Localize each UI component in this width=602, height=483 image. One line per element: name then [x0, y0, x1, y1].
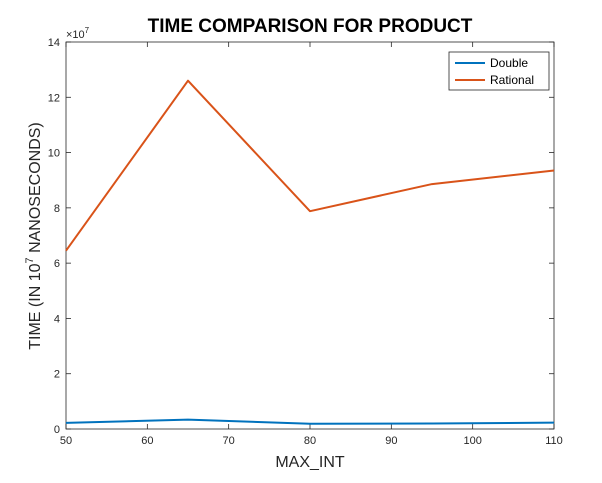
- x-tick-label: 80: [304, 435, 316, 447]
- series-line-double: [65, 418, 555, 425]
- x-tick-label: 70: [223, 435, 235, 447]
- plot-border: [65, 41, 555, 430]
- y-tick-label: 14: [48, 37, 60, 49]
- x-axis-label: MAX_INT: [275, 454, 345, 471]
- x-tick-label: 110: [545, 435, 563, 447]
- y-tick-label: 12: [48, 92, 60, 104]
- y-axis: 0 2 4 6 8 10 12 14: [48, 37, 554, 436]
- x-tick-label: 100: [463, 435, 481, 447]
- y-multiplier: ×107: [66, 26, 90, 41]
- chart-title: TIME COMPARISON FOR PRODUCT: [148, 16, 473, 37]
- x-tick-label: 60: [141, 435, 153, 447]
- legend-box: [448, 51, 550, 91]
- legend-label-double: Double: [490, 56, 528, 70]
- y-tick-label: 2: [54, 369, 60, 381]
- plot-frame: [65, 41, 555, 430]
- y-axis-label: TIME (IN 107 NANOSECONDS): [24, 122, 44, 349]
- y-tick-label: 10: [48, 148, 60, 160]
- y-tick-label: 0: [54, 424, 60, 436]
- x-tick-label: 50: [60, 435, 72, 447]
- legend-label-rational: Rational: [490, 73, 534, 87]
- y-tick-label: 4: [54, 313, 60, 325]
- x-tick-label: 90: [385, 435, 397, 447]
- y-tick-label: 6: [54, 258, 60, 270]
- series-line-rational: [65, 79, 555, 252]
- y-tick-label: 8: [54, 203, 60, 215]
- series-layer: [65, 79, 555, 425]
- legend: Double Rational: [448, 51, 550, 91]
- x-axis: 50 60 70 80 90 100 110: [60, 42, 563, 447]
